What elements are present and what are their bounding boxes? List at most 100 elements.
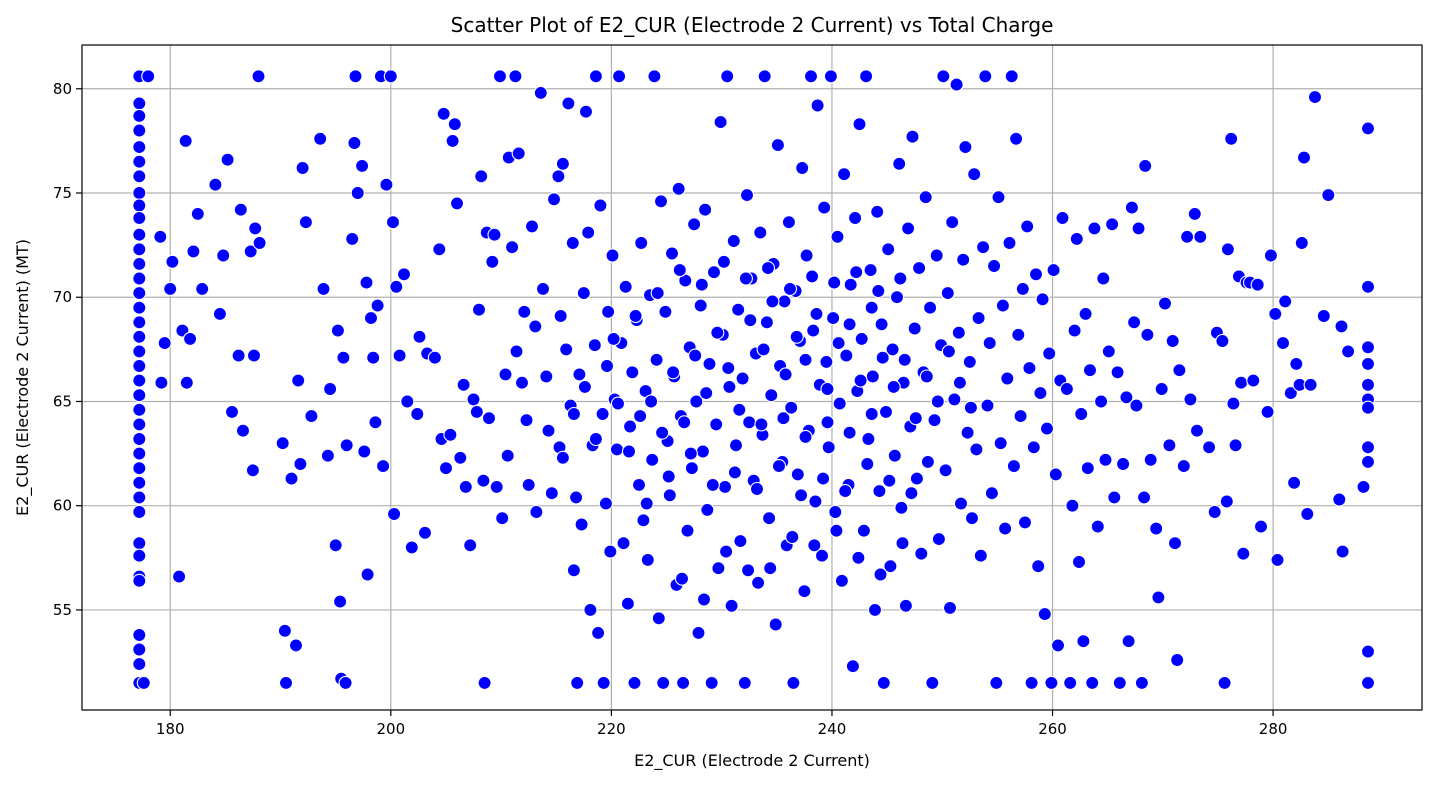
scatter-point (672, 263, 687, 278)
scatter-point (577, 379, 592, 394)
scatter-point (179, 375, 194, 390)
scatter-point (763, 561, 778, 576)
scatter-point (1138, 158, 1153, 173)
scatter-point (696, 592, 712, 607)
scatter-point (1037, 607, 1052, 622)
scatter-point (505, 240, 520, 255)
scatter-point (1289, 356, 1304, 371)
scatter-point (1074, 406, 1089, 422)
scatter-point (153, 229, 168, 244)
scatter-point (165, 254, 180, 269)
scatter-point (908, 411, 923, 426)
scatter-point (539, 369, 554, 384)
scatter-point (1303, 377, 1318, 392)
scatter-point (208, 177, 223, 192)
y-tick-label: 60 (53, 497, 72, 515)
scatter-point (514, 375, 530, 390)
scatter-point (870, 204, 885, 219)
scatter-point (704, 675, 719, 690)
scatter-point (555, 450, 570, 465)
scatter-point (963, 400, 978, 415)
scatter-point (370, 298, 385, 313)
scatter-point (313, 131, 328, 146)
scatter-point (980, 398, 995, 413)
x-axis-ticks: 180 200 220 240 260 280 (156, 710, 1288, 738)
scatter-point (760, 261, 776, 276)
scatter-point (1033, 386, 1048, 401)
scatter-point (1356, 479, 1371, 494)
scatter-point (693, 298, 708, 313)
scatter-point (1124, 200, 1139, 215)
scatter-point (132, 96, 147, 111)
scatter-point (941, 344, 956, 359)
scatter-point (1360, 400, 1376, 415)
scatter-point (814, 548, 830, 563)
scatter-point (190, 206, 205, 221)
scatter-point (817, 200, 832, 215)
scatter-point (684, 461, 699, 476)
scatter-point (612, 69, 627, 84)
scatter-point (445, 133, 460, 148)
scatter-point (385, 215, 401, 230)
scatter-point (295, 160, 310, 176)
scatter-point (1360, 340, 1376, 355)
scatter-point (925, 675, 940, 690)
scatter-point (417, 525, 433, 540)
scatter-point (404, 540, 419, 555)
scatter-point (653, 194, 669, 209)
scatter-point (136, 675, 151, 690)
x-tick-label: 260 (1038, 720, 1067, 738)
scatter-point (1085, 675, 1100, 690)
scatter-point (336, 350, 351, 365)
scatter-point (991, 190, 1006, 205)
scatter-point (702, 356, 717, 371)
scatter-point (971, 311, 986, 326)
scatter-point (797, 584, 812, 599)
scatter-point (376, 459, 391, 474)
scatter-point (246, 348, 262, 363)
x-tick-label: 280 (1259, 720, 1288, 738)
scatter-point (508, 69, 523, 84)
scatter-point (886, 379, 901, 394)
scatter-point (471, 302, 487, 317)
scatter-point (463, 538, 478, 553)
scatter-point (1127, 315, 1142, 330)
scatter-point (132, 329, 147, 344)
scatter-point (625, 365, 640, 380)
scatter-point (713, 115, 728, 130)
scatter-point (1063, 675, 1078, 690)
scatter-point (958, 140, 973, 155)
scatter-point (1202, 440, 1217, 455)
scatter-point (132, 198, 147, 213)
scatter-point (1096, 271, 1111, 286)
scatter-point (1071, 554, 1087, 570)
scatter-point (1149, 521, 1164, 536)
scatter-point (947, 392, 962, 407)
scatter-point (216, 248, 231, 263)
scatter-point (650, 286, 665, 301)
scatter-point (743, 313, 758, 328)
scatter-point (918, 190, 933, 205)
scatter-point (132, 431, 147, 447)
scatter-point (662, 488, 677, 503)
scatter-point (132, 573, 147, 588)
scatter-point (157, 336, 172, 351)
scatter-point (651, 611, 666, 626)
scatter-point (492, 69, 508, 84)
scatter-point (1134, 675, 1149, 690)
scatter-point (795, 160, 810, 176)
scatter-point (1360, 356, 1376, 371)
scatter-point (721, 361, 736, 376)
scatter-point (1031, 559, 1046, 574)
scatter-point (339, 438, 354, 453)
scatter-point (1360, 279, 1376, 294)
scatter-point (132, 140, 147, 155)
scatter-point (1360, 377, 1376, 392)
scatter-point (867, 602, 883, 617)
scatter-point (919, 369, 934, 384)
scatter-point (489, 479, 504, 494)
scatter-point (132, 123, 147, 138)
scatter-point (709, 417, 724, 432)
scatter-point (284, 471, 299, 486)
scatter-point (606, 331, 621, 346)
